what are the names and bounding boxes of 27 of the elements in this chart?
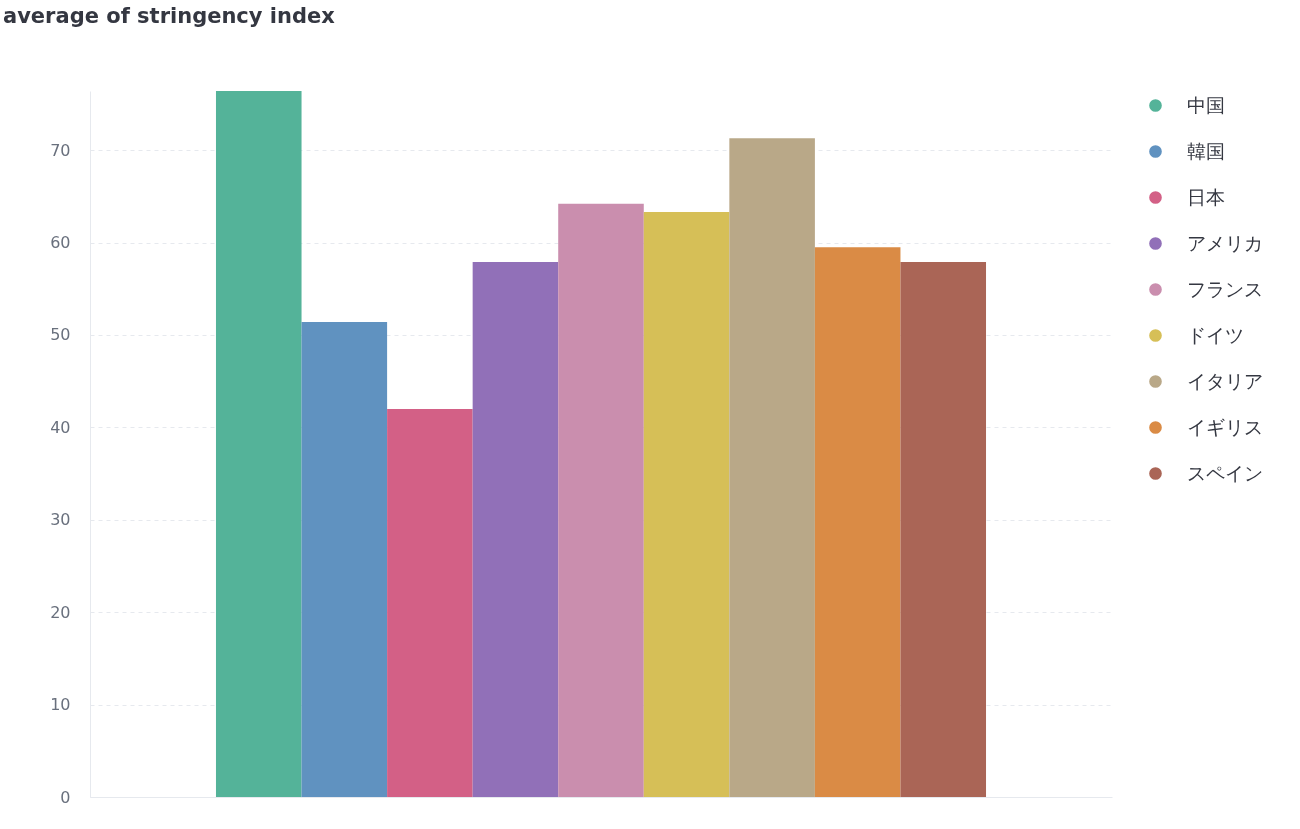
bar (643, 212, 730, 797)
bar (301, 322, 388, 797)
legend-label: 中国 (1187, 93, 1225, 116)
legend-label: 韓国 (1187, 139, 1225, 162)
y-tick-label: 60 (50, 233, 71, 253)
legend-label: ドイツ (1187, 323, 1244, 346)
legend-label: フランス (1187, 277, 1263, 300)
legend-label: イタリア (1187, 369, 1263, 392)
y-tick-label: 30 (50, 510, 71, 530)
y-tick-label: 20 (50, 602, 71, 622)
chart-title: average of stringency index (3, 4, 336, 28)
legend-label: イギリス (1187, 415, 1263, 438)
legend-label: スペイン (1187, 461, 1263, 484)
legend-label: 日本 (1187, 185, 1225, 208)
bar (558, 203, 644, 797)
bar (900, 261, 987, 797)
bar (814, 247, 901, 797)
y-tick-label: 70 (50, 140, 71, 160)
y-tick-label: 0 (60, 787, 71, 807)
bar (472, 261, 559, 797)
y-tick-label: 10 (50, 695, 71, 715)
bar (729, 138, 815, 797)
bar (387, 408, 473, 797)
y-tick-label: 50 (50, 325, 71, 345)
legend-label: アメリカ (1187, 231, 1263, 254)
y-tick-label: 40 (50, 417, 71, 437)
bar (215, 91, 302, 797)
